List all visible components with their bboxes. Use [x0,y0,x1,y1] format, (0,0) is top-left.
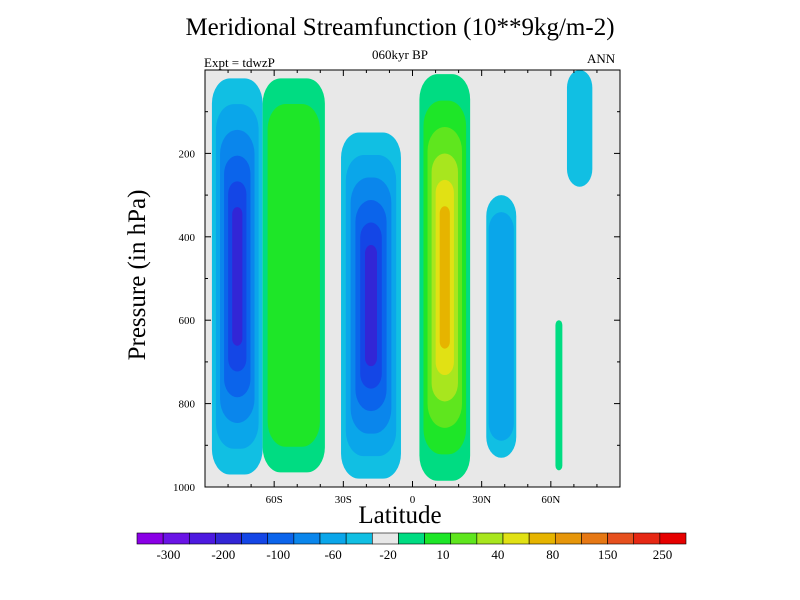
colorbar-swatch [502,532,530,545]
axis-ticks: 60S 30S 0 30N 60N 200 400 600 800 1000 [173,70,620,506]
southern-ferrel-cell-level-2 [267,103,320,447]
northern-positive-sliver-level-1 [555,320,563,471]
southern-hadley-cell [341,132,401,479]
colorbar-label: -100 [266,547,290,562]
season-annotation: ANN [587,51,616,66]
x-tick-label: 60S [266,494,283,506]
colorbar-label: 150 [598,547,618,562]
colorbar-swatch [136,532,164,545]
southern-polar-cell-level-6 [232,207,243,346]
colorbar-swatch [659,532,687,545]
colorbar-label: 80 [546,547,559,562]
northern-hadley-cell-level-6 [439,206,450,349]
colorbar-label: -200 [211,547,235,562]
colorbar-label: 10 [436,547,449,562]
colorbar-swatch [398,532,425,545]
colorbar-label: -300 [157,547,181,562]
y-tick-label: 1000 [173,482,196,494]
northern-ferrel-cell [486,195,517,458]
x-tick-label: 0 [410,494,416,506]
northern-ferrel-cell-level-2 [488,212,514,441]
colorbar-label: 40 [491,547,504,562]
x-tick-label: 30S [335,494,352,506]
contour-layer [211,70,593,481]
x-tick-label: 60N [541,494,560,506]
experiment-annotation: Expt = tdwzP [204,55,275,70]
colorbar-label: -20 [379,547,396,562]
colorbar-swatch [215,532,242,545]
colorbar-swatch [241,532,269,545]
colorbar-swatch [581,532,608,545]
northern-hadley-cell [419,74,471,481]
northern-polar-cell-level-1 [566,70,593,187]
colorbar-label: 250 [653,547,673,562]
southern-ferrel-cell [262,78,325,473]
x-tick-label: 30N [472,494,491,506]
colorbar-swatch [450,532,478,545]
colorbar-swatch [607,532,635,545]
colorbar-swatch [345,532,373,545]
x-axis-label: Latitude [358,502,442,529]
y-tick-label: 800 [179,399,196,411]
y-tick-label: 600 [179,315,196,327]
colorbar-swatch [424,532,452,545]
southern-polar-cell [211,78,263,475]
colorbar-swatch [162,532,190,545]
colorbar-swatch [554,532,582,545]
colorbar-swatch [371,532,399,545]
colorbar-swatch [476,532,504,545]
chart-title: Meridional Streamfunction (10**9kg/m-2) [185,14,615,41]
southern-hadley-cell-level-6 [365,245,377,367]
colorbar-label: -60 [324,547,341,562]
y-tick-label: 200 [179,148,196,160]
colorbar-swatch [267,532,295,545]
colorbar-swatch [293,532,321,545]
colorbar-swatch [633,532,661,545]
colorbar-swatch [319,532,347,545]
northern-positive-sliver [555,320,563,471]
y-tick-label: 400 [179,232,196,244]
northern-polar-cell [566,70,593,187]
colorbar: -300 -200 -100 -60 -20 10 40 80 150 250 [136,532,687,562]
chart-subtitle: 060kyr BP [372,47,428,62]
colorbar-swatch [528,532,556,545]
colorbar-swatch [188,532,216,545]
